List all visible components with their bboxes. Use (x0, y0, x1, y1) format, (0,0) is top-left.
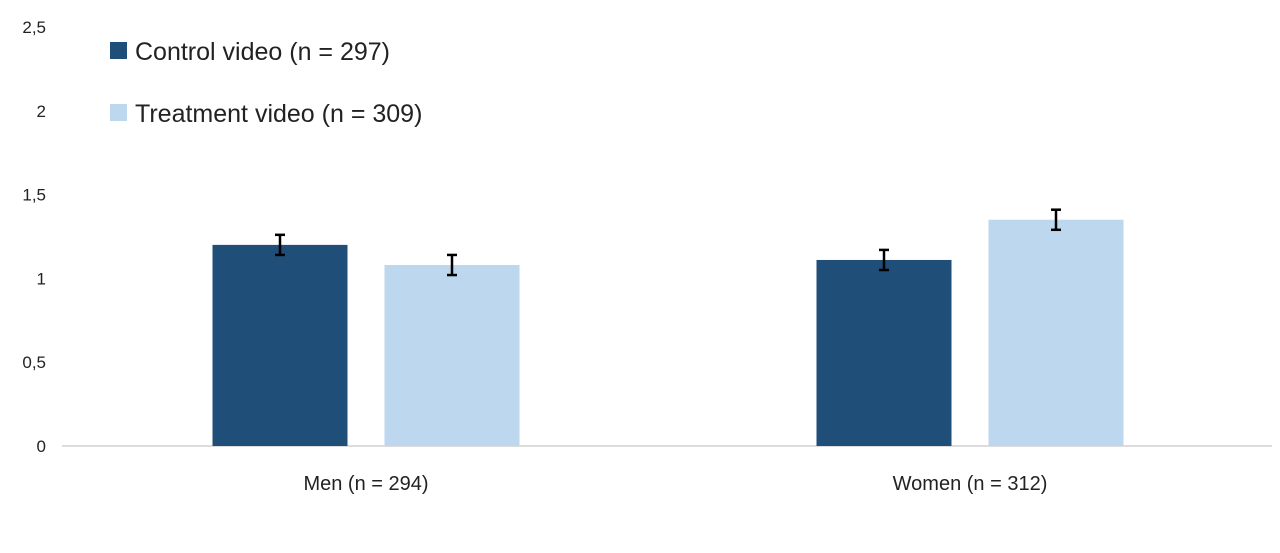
legend-swatch-control (110, 42, 127, 59)
y-tick-label: 0,5 (22, 353, 46, 372)
error-bar-treatment-0 (447, 253, 457, 277)
bar-treatment-1 (988, 219, 1124, 446)
category-label-1: Women (n = 312) (893, 473, 1048, 495)
x-axis-categories: Men (n = 294) Women (n = 312) (303, 473, 1047, 495)
y-tick-label: 0 (37, 437, 46, 456)
legend-label-control: Control video (n = 297) (135, 38, 390, 66)
legend-label-treatment: Treatment video (n = 309) (135, 100, 422, 128)
category-label-0: Men (n = 294) (303, 473, 428, 495)
y-tick-label: 2,5 (22, 18, 46, 37)
y-tick-label: 2 (37, 102, 46, 121)
error-bar-control-1 (879, 248, 889, 272)
y-tick-label: 1,5 (22, 186, 46, 205)
legend: Control video (n = 297) Treatment video … (110, 38, 422, 128)
bar-control-1 (816, 259, 952, 446)
error-bar-treatment-1 (1051, 208, 1061, 232)
y-tick-label: 1 (37, 269, 46, 288)
error-bar-control-0 (275, 233, 285, 257)
bar-treatment-0 (384, 264, 520, 446)
y-axis-ticks: 0 0,5 1 1,5 2 2,5 (22, 18, 46, 456)
bars (212, 219, 1124, 446)
error-bars (275, 208, 1061, 277)
legend-swatch-treatment (110, 104, 127, 121)
bar-control-0 (212, 244, 348, 446)
